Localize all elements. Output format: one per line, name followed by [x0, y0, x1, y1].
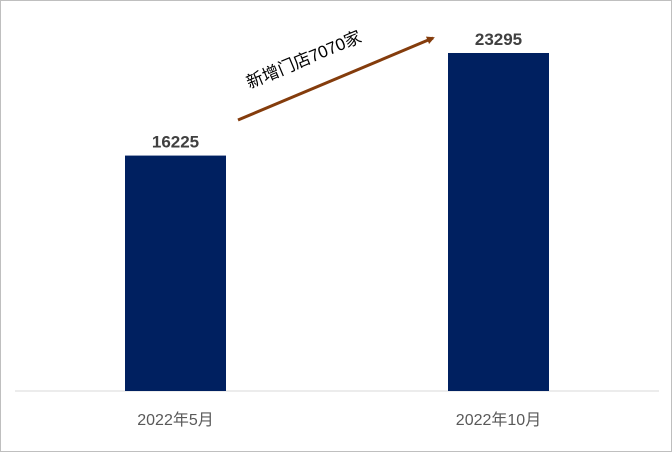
x-tick-label: 2022年5月 — [137, 411, 214, 429]
data-label: 16225 — [152, 133, 199, 152]
bar-2 — [448, 52, 549, 392]
x-tick-label: 2022年10月 — [456, 411, 541, 429]
growth-arrow — [237, 36, 435, 122]
annotation-label: 新增门店7070家 — [244, 27, 365, 92]
data-label: 23295 — [475, 30, 522, 49]
bar-1 — [125, 155, 226, 391]
